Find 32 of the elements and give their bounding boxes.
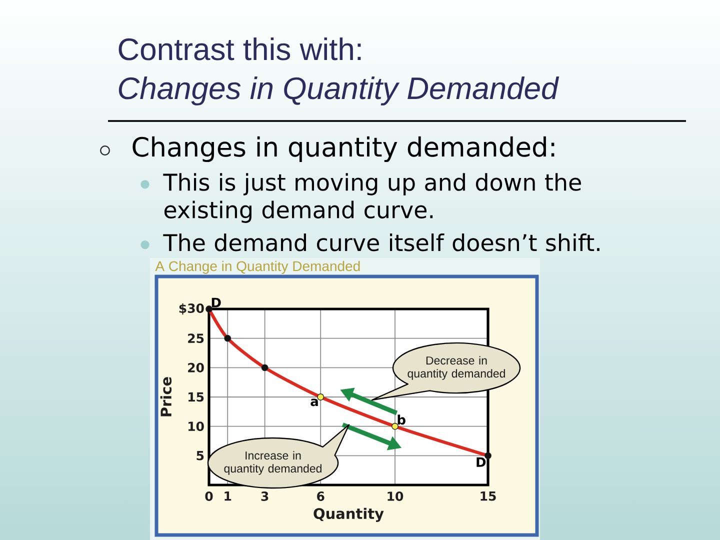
y-tick-label: 20 xyxy=(188,362,204,372)
annotation: Increase in quantity demanded xyxy=(224,451,322,475)
y-tick-label: 5 xyxy=(196,451,204,460)
chart-title: Contrast this with: xyxy=(118,38,361,60)
point xyxy=(224,334,232,342)
text: A Change in Quantity Demanded xyxy=(155,260,360,274)
y-tick-label: $30 xyxy=(179,303,204,315)
x-tick-label: 6 xyxy=(317,492,324,501)
annotation: b xyxy=(398,414,406,425)
annotation: a xyxy=(310,398,318,406)
text: The demand curve itself doesn’t shift. xyxy=(163,234,600,252)
x-tick-label: 15 xyxy=(480,492,496,501)
annotation: Decrease in quantity demanded xyxy=(408,356,505,380)
text: This is just moving up and down the existing demand curve. xyxy=(163,173,581,223)
y-axis-title: Price xyxy=(160,377,172,416)
text: Changes in quantity demanded: xyxy=(132,136,554,162)
x-tick-label: 3 xyxy=(261,492,268,501)
x-axis-title: Quantity xyxy=(314,508,384,522)
x-tick-label: 0 xyxy=(205,492,213,501)
annotation: D xyxy=(476,457,486,467)
y-tick-label: 25 xyxy=(188,334,204,344)
annotation: D xyxy=(212,298,221,308)
point xyxy=(317,394,324,400)
point xyxy=(261,364,268,372)
point xyxy=(484,452,492,460)
y-tick-label: 15 xyxy=(188,392,204,402)
x-tick-label: 1 xyxy=(224,492,232,501)
y-tick-label: 10 xyxy=(188,422,204,432)
x-tick-label: 10 xyxy=(388,492,404,501)
chart-subtitle: Changes in Quantity Demanded xyxy=(118,76,560,106)
point xyxy=(206,306,212,312)
point xyxy=(392,422,398,430)
